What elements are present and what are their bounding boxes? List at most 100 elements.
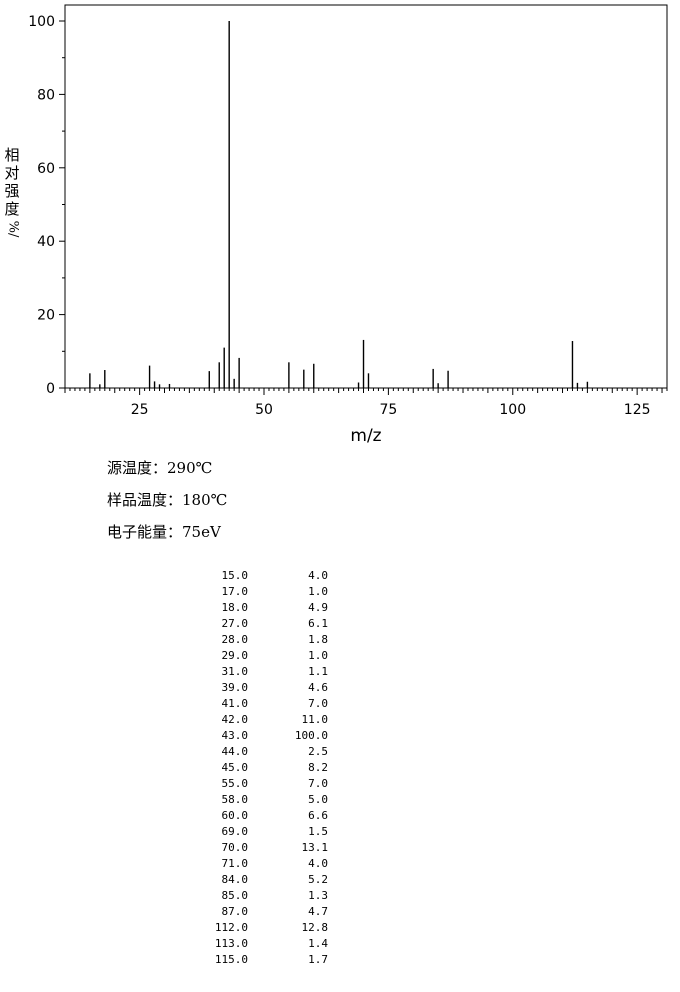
- peak-mz: 58.0: [221, 793, 249, 806]
- peak-mz: 87.0: [221, 905, 249, 918]
- peak-mz: 42.0: [221, 713, 249, 726]
- y-tick-label: 60: [37, 161, 55, 177]
- x-tick-label: 100: [499, 402, 526, 418]
- peak-row: 43.0 100.0: [160, 728, 329, 744]
- peak-abundance: 7.0: [308, 697, 328, 710]
- peak-abundance: 4.0: [308, 569, 328, 582]
- peak-abundance: 8.2: [308, 761, 328, 774]
- peak-row: 15.0 4.0: [160, 568, 329, 584]
- peak-abundance: 1.1: [308, 665, 328, 678]
- peak-abundance: 100.0: [294, 729, 328, 742]
- x-tick-label: 125: [624, 402, 651, 418]
- peak-mz: 60.0: [221, 809, 249, 822]
- peak-abundance: 4.6: [308, 681, 328, 694]
- peak-row: 84.0 5.2: [160, 872, 329, 888]
- y-axis-label-char: 强: [4, 182, 20, 200]
- peak-row: 29.0 1.0: [160, 648, 329, 664]
- y-axis-label-char: 对: [4, 164, 20, 182]
- source-temperature: 源温度：290℃: [107, 459, 213, 477]
- peak-mz: 70.0: [221, 841, 249, 854]
- peak-mz: 44.0: [221, 745, 249, 758]
- mass-spectrum-chart: 0 20 40 60 80 100 25 50 75 100 125 m/z: [28, 4, 668, 446]
- peak-row: 42.0 11.0: [160, 712, 329, 728]
- peak-abundance: 6.1: [308, 617, 328, 630]
- x-axis-label: m/z: [350, 426, 381, 446]
- y-axis-label-char: 度: [4, 200, 20, 218]
- peak-row: 27.0 6.1: [160, 616, 329, 632]
- peak-row: 28.0 1.8: [160, 632, 329, 648]
- peak-row: 71.0 4.0: [160, 856, 329, 872]
- peak-row: 115.0 1.7: [160, 952, 328, 968]
- peak-abundance: 1.0: [308, 649, 328, 662]
- peak-row: 41.0 7.0: [160, 696, 329, 712]
- peak-mz: 15.0: [221, 569, 249, 582]
- peak-mz: 39.0: [221, 681, 249, 694]
- peak-row: 31.0 1.1: [160, 664, 329, 680]
- peak-row: 112.0 12.8: [160, 920, 328, 936]
- peak-row: 44.0 2.5: [160, 744, 329, 760]
- peak-abundance: 13.1: [301, 841, 329, 854]
- peak-row: 58.0 5.0: [160, 792, 329, 808]
- peak-mz: 31.0: [221, 665, 249, 678]
- peak-mz: 18.0: [221, 601, 249, 614]
- peak-row: 45.0 8.2: [160, 760, 329, 776]
- plot-frame: [64, 4, 668, 389]
- peak-mz: 17.0: [221, 585, 249, 598]
- peak-abundance: 2.5: [308, 745, 328, 758]
- y-tick-label: 100: [28, 14, 55, 30]
- y-tick-label: 80: [37, 87, 55, 103]
- y-tick-label: 0: [46, 381, 55, 397]
- peak-table: 15.0 4.0 17.0 1.0 18.0 4.9 27.0 6.1 28.0 1.8 29.0 1…: [160, 568, 328, 968]
- peak-row: 17.0 1.0: [160, 584, 329, 600]
- peak-row: 87.0 4.7: [160, 904, 329, 920]
- peak-abundance: 1.7: [308, 953, 328, 966]
- y-axis: 0 20 40 60 80 100: [28, 14, 65, 397]
- sample-temperature: 样品温度：180℃: [107, 491, 228, 509]
- peak-row: 18.0 4.9: [160, 600, 329, 616]
- peak-mz: 45.0: [221, 761, 249, 774]
- experiment-conditions: 源温度：290℃ 样品温度：180℃ 电子能量：75eV: [107, 456, 227, 552]
- peak-row: 55.0 7.0: [160, 776, 329, 792]
- peak-abundance: 4.9: [308, 601, 328, 614]
- peak-mz: 55.0: [221, 777, 249, 790]
- peak-abundance: 1.3: [308, 889, 328, 902]
- y-axis-label-text: 相对强度: [2, 146, 22, 218]
- x-tick-label: 25: [131, 402, 149, 418]
- peak-mz: 85.0: [221, 889, 249, 902]
- peak-row: 39.0 4.6: [160, 680, 329, 696]
- peak-abundance: 5.0: [308, 793, 328, 806]
- peak-abundance: 5.2: [308, 873, 328, 886]
- peak-row: 60.0 6.6: [160, 808, 329, 824]
- peak-abundance: 4.0: [308, 857, 328, 870]
- y-tick-label: 40: [37, 234, 55, 250]
- y-axis-label-char: 相: [4, 146, 20, 164]
- peak-bars: [89, 21, 589, 388]
- peak-mz: 41.0: [221, 697, 249, 710]
- peak-mz: 84.0: [221, 873, 249, 886]
- peak-mz: 29.0: [221, 649, 249, 662]
- peak-mz: 43.0: [221, 729, 249, 742]
- x-tick-label: 50: [255, 402, 273, 418]
- peak-abundance: 1.5: [308, 825, 328, 838]
- peak-mz: 113.0: [214, 937, 248, 950]
- peak-abundance: 4.7: [308, 905, 328, 918]
- peak-mz: 69.0: [221, 825, 249, 838]
- peak-abundance: 1.0: [308, 585, 328, 598]
- peak-abundance: 6.6: [308, 809, 328, 822]
- peak-mz: 115.0: [214, 953, 248, 966]
- electron-energy: 电子能量：75eV: [107, 523, 221, 541]
- peak-mz: 27.0: [221, 617, 249, 630]
- peak-row: 113.0 1.4: [160, 936, 328, 952]
- y-tick-label: 20: [37, 308, 55, 324]
- peak-abundance: 1.8: [308, 633, 328, 646]
- x-axis: 25 50 75 100 125: [64, 388, 668, 418]
- peak-abundance: 11.0: [301, 713, 329, 726]
- y-axis-label-unit: %/: [4, 220, 20, 238]
- peak-row: 85.0 1.3: [160, 888, 329, 904]
- peak-abundance: 7.0: [308, 777, 328, 790]
- peak-mz: 28.0: [221, 633, 249, 646]
- peak-mz: 71.0: [221, 857, 249, 870]
- y-axis-label: 相对强度 %/: [2, 146, 22, 238]
- peak-abundance: 1.4: [308, 937, 328, 950]
- peak-row: 69.0 1.5: [160, 824, 329, 840]
